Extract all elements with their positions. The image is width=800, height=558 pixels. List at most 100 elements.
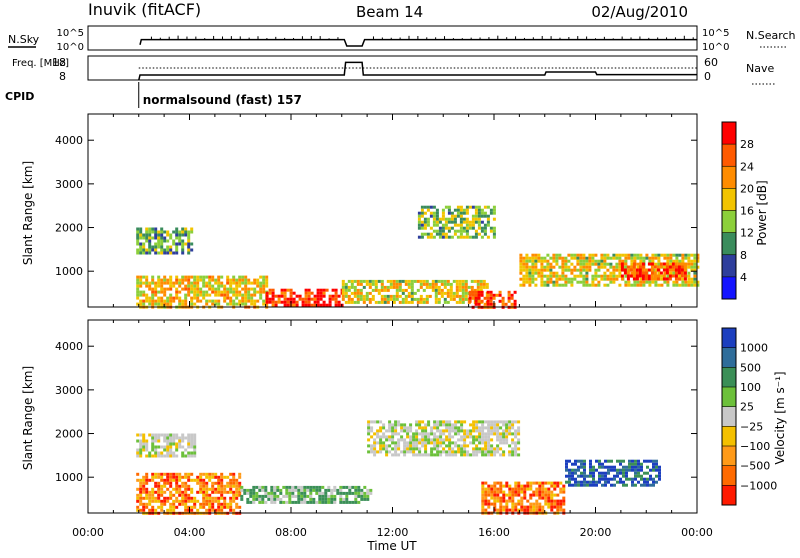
echo-cell <box>232 496 236 500</box>
echo-cell <box>424 426 428 430</box>
echo-cell <box>148 251 152 255</box>
echo-cell <box>220 487 224 491</box>
echo-cell <box>597 268 601 272</box>
echo-cell <box>582 253 586 257</box>
echo-cell <box>430 438 434 442</box>
echo-cell <box>347 285 351 289</box>
echo-cell <box>199 490 203 494</box>
echo-cell <box>316 288 320 292</box>
echo-cell <box>229 508 233 512</box>
echo-cell <box>657 253 661 257</box>
echo-cell <box>597 265 601 269</box>
echo-cell <box>256 299 260 303</box>
echo-cell <box>181 493 185 497</box>
echo-cell <box>502 493 506 497</box>
echo-cell <box>469 435 473 439</box>
echo-cell <box>540 262 544 266</box>
echo-cell <box>223 290 227 294</box>
echo-cell <box>307 288 311 292</box>
echo-cell <box>303 491 307 495</box>
echo-cell <box>621 259 625 263</box>
echo-cell <box>456 223 460 227</box>
echo-cell <box>474 302 478 306</box>
echo-cell <box>460 447 464 451</box>
echo-cell <box>277 300 281 304</box>
echo-cell <box>579 256 583 260</box>
echo-cell <box>151 439 155 443</box>
echo-cell <box>247 293 251 297</box>
echo-cell <box>238 275 242 279</box>
echo-cell <box>181 251 185 255</box>
echo-cell <box>514 453 518 457</box>
echo-cell <box>558 277 562 281</box>
echo-cell <box>517 432 521 436</box>
echo-cell <box>570 256 574 260</box>
echo-cell <box>511 502 515 506</box>
echo-cell <box>187 475 191 479</box>
echo-cell <box>598 480 601 484</box>
echo-cell <box>166 439 170 443</box>
echo-cell <box>549 277 553 281</box>
colorbar-swatch <box>722 122 736 145</box>
echo-cell <box>350 300 354 304</box>
echo-cell <box>306 488 310 492</box>
echo-cell <box>160 490 164 494</box>
echo-cell <box>193 278 197 282</box>
echo-cell <box>505 484 509 488</box>
echo-cell <box>353 294 357 298</box>
echo-cell <box>136 493 140 497</box>
echo-cell <box>687 274 691 278</box>
echo-cell <box>473 288 477 292</box>
echo-cell <box>267 494 271 498</box>
echo-cell <box>407 285 411 289</box>
echo-cell <box>309 491 313 495</box>
echo-cell <box>568 483 571 487</box>
echo-cell <box>496 420 500 424</box>
echo-cell <box>561 268 565 272</box>
echo-cell <box>592 480 595 484</box>
echo-cell <box>193 287 197 291</box>
echo-cell <box>244 275 248 279</box>
echo-cell <box>232 499 236 503</box>
echo-cell <box>391 429 395 433</box>
echo-cell <box>472 438 476 442</box>
echo-cell <box>487 505 491 509</box>
echo-cell <box>377 288 381 292</box>
echo-cell <box>439 441 443 445</box>
echo-cell <box>481 420 485 424</box>
echo-cell <box>481 481 485 485</box>
echo-cell <box>377 279 381 283</box>
colorbar-tick-label: 25 <box>740 401 754 414</box>
y-tick-label: 1000 <box>55 471 83 484</box>
echo-cell <box>386 279 390 283</box>
echo-cell <box>181 499 185 503</box>
echo-cell <box>484 426 488 430</box>
echo-cell <box>280 300 284 304</box>
echo-cell <box>214 496 218 500</box>
echo-cell <box>154 287 158 291</box>
echo-cell <box>486 299 490 303</box>
echo-cell <box>490 490 494 494</box>
echo-cell <box>693 268 697 272</box>
echo-cell <box>148 284 152 288</box>
echo-cell <box>166 499 170 503</box>
echo-cell <box>344 282 348 286</box>
echo-cell <box>389 285 393 289</box>
echo-cell <box>235 293 239 297</box>
echo-cell <box>468 299 472 303</box>
echo-cell <box>368 285 372 289</box>
echo-cell <box>211 299 215 303</box>
echo-cell <box>327 485 331 489</box>
echo-cell <box>382 444 386 448</box>
echo-cell <box>690 253 694 257</box>
echo-cell <box>471 214 475 218</box>
echo-cell <box>573 277 577 281</box>
echo-cell <box>523 490 527 494</box>
echo-cell <box>463 447 467 451</box>
echo-cell <box>220 478 224 482</box>
power-ylabel: Slant Range [km] <box>21 161 35 265</box>
echo-cell <box>418 420 422 424</box>
echo-cell <box>650 265 654 269</box>
echo-cell <box>265 300 269 304</box>
